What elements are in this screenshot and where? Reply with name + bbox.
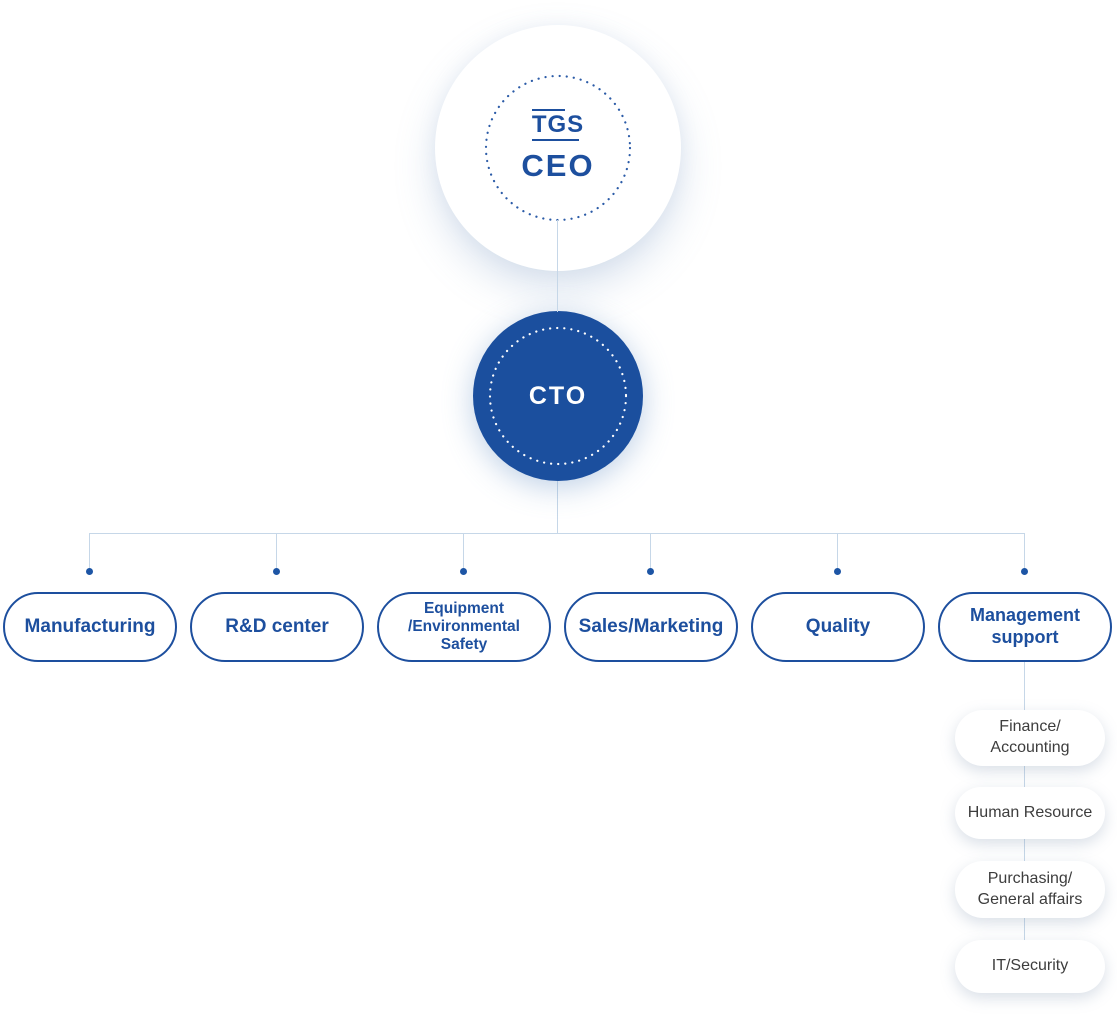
- connector-dot: [273, 568, 280, 575]
- connector-stub: [463, 533, 464, 568]
- dept-pill-equipment-environmental-safety: Equipment /Environmental Safety: [377, 592, 551, 662]
- cto-label: CTO: [528, 381, 588, 410]
- connector-dot: [1021, 568, 1028, 575]
- team-pill-purchasing-general-affairs: Purchasing/ General affairs: [955, 861, 1105, 918]
- connector-dot: [834, 568, 841, 575]
- connector-dot: [460, 568, 467, 575]
- ceo-label: CEO: [521, 148, 595, 184]
- tgs-logo: TGS: [531, 108, 585, 142]
- connector-ceo-cto: [557, 220, 558, 312]
- connector-stub: [837, 533, 838, 568]
- connector-stub: [1024, 533, 1025, 568]
- connector-stub: [650, 533, 651, 568]
- ceo-content: TGS CEO: [521, 108, 595, 184]
- dept-pill-quality: Quality: [751, 592, 925, 662]
- dept-pill-management-support: Management support: [938, 592, 1112, 662]
- dept-pill-rd-center: R&D center: [190, 592, 364, 662]
- connector-cto-rail: [557, 481, 558, 533]
- team-pill-human-resource: Human Resource: [955, 787, 1105, 839]
- connector-dot: [86, 568, 93, 575]
- team-pill-finance-accounting: Finance/ Accounting: [955, 710, 1105, 766]
- connector-rail: [89, 533, 1025, 534]
- connector-stub: [89, 533, 90, 568]
- dept-pill-manufacturing: Manufacturing: [3, 592, 177, 662]
- connector-dot: [647, 568, 654, 575]
- cto-node: CTO: [473, 311, 643, 481]
- connector-stub: [276, 533, 277, 568]
- team-pill-it-security: IT/Security: [955, 940, 1105, 993]
- ceo-node: TGS CEO: [435, 25, 681, 271]
- dept-pill-sales-marketing: Sales/Marketing: [564, 592, 738, 662]
